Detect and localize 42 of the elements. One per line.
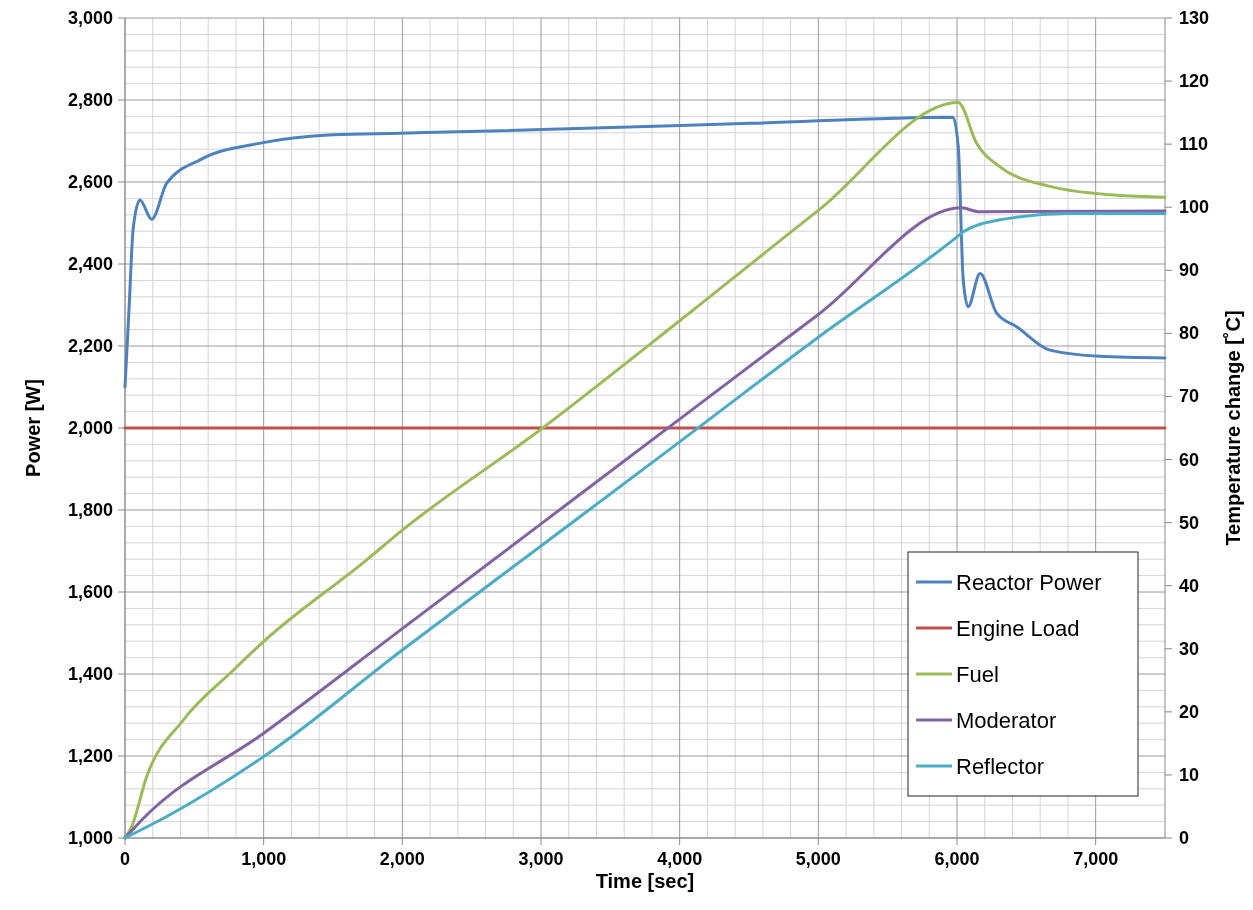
x-tick-label: 1,000 xyxy=(241,849,287,869)
y2-tick-label: 100 xyxy=(1179,197,1210,218)
x-tick-label: 0 xyxy=(119,849,131,869)
legend-label: Engine Load xyxy=(956,616,1080,641)
y2-tick-label: 50 xyxy=(1179,512,1200,533)
x-tick-label: 4,000 xyxy=(657,849,703,869)
x-tick-label: 3,000 xyxy=(518,849,564,869)
y2-tick-label: 130 xyxy=(1179,8,1210,28)
y2-tick-label: 30 xyxy=(1179,638,1200,659)
x-tick-label: 2,000 xyxy=(379,849,425,869)
y-tick-label: 2,000 xyxy=(67,418,113,438)
y2-tick-label: 0 xyxy=(1179,828,1190,848)
y-tick-label: 3,000 xyxy=(67,8,113,28)
y2-tick-label: 70 xyxy=(1179,386,1200,407)
y2-tick-label: 90 xyxy=(1179,260,1200,281)
x-tick-label: 7,000 xyxy=(1073,849,1119,869)
y2-axis-title: Temperature change [˚C] xyxy=(1222,310,1244,546)
y2-tick-label: 60 xyxy=(1179,449,1200,470)
y2-tick-label: 40 xyxy=(1179,575,1200,596)
y-tick-label: 1,200 xyxy=(67,746,113,766)
y2-tick-label: 110 xyxy=(1179,134,1209,155)
line-series xyxy=(123,115,1167,389)
legend-label: Reflector xyxy=(956,754,1045,779)
legend-label: Fuel xyxy=(956,662,999,687)
y-tick-label: 2,400 xyxy=(67,254,113,274)
legend-label: Reactor Power xyxy=(956,570,1102,595)
y-tick-label: 2,200 xyxy=(67,336,113,356)
y2-tick-label: 120 xyxy=(1179,71,1210,92)
y-tick-label: 1,800 xyxy=(67,500,113,520)
legend-label: Moderator xyxy=(956,708,1057,733)
y-tick-label: 2,800 xyxy=(67,90,113,110)
y2-tick-label: 20 xyxy=(1179,701,1200,722)
x-axis-title: Time [sec] xyxy=(595,870,695,892)
x-tick-label: 6,000 xyxy=(934,849,980,869)
y2-tick-label: 80 xyxy=(1179,323,1200,344)
y-tick-label: 1,400 xyxy=(67,664,113,684)
y-tick-label: 2,600 xyxy=(67,172,113,192)
y-tick-label: 1,000 xyxy=(67,828,113,848)
y2-tick-label: 10 xyxy=(1179,764,1200,785)
y-axis-title: Power [W] xyxy=(22,379,44,477)
x-tick-label: 5,000 xyxy=(795,849,841,869)
y-tick-label: 1,600 xyxy=(67,582,113,602)
